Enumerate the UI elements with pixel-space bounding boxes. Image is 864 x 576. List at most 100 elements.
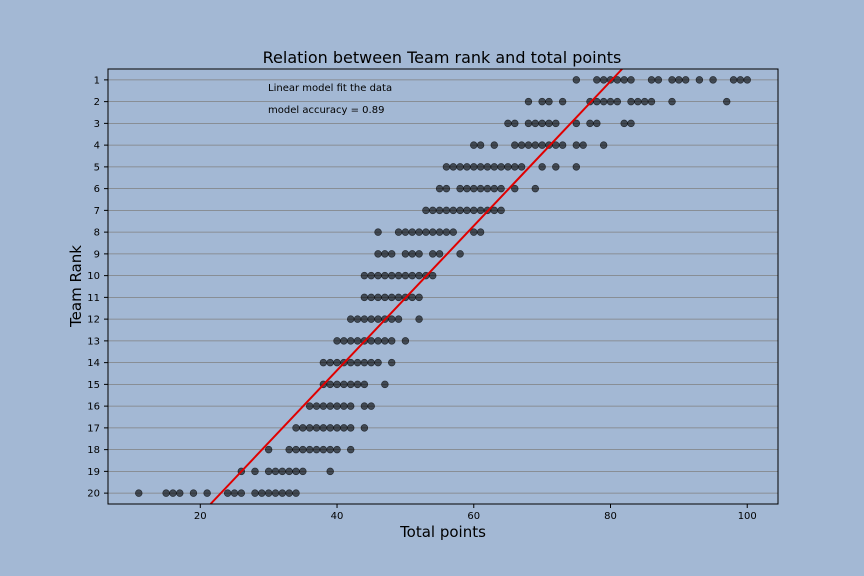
- data-point: [251, 467, 259, 476]
- data-point: [319, 424, 328, 432]
- data-point: [326, 402, 334, 410]
- data-point: [668, 76, 676, 84]
- data-point: [456, 250, 464, 258]
- data-point: [292, 489, 300, 497]
- data-point: [312, 402, 321, 410]
- data-point: [558, 141, 567, 149]
- data-point: [374, 271, 382, 280]
- data-point: [278, 467, 287, 476]
- fit-line-layer: [209, 68, 623, 505]
- data-point: [292, 424, 300, 432]
- data-point: [422, 228, 430, 236]
- data-point: [682, 76, 690, 84]
- data-points: [135, 76, 751, 497]
- data-point: [456, 184, 464, 193]
- data-point: [305, 402, 314, 410]
- data-point: [326, 358, 334, 367]
- y-axis-label: Team Rank: [67, 245, 85, 328]
- data-point: [264, 467, 273, 476]
- data-point: [572, 141, 581, 149]
- data-point: [531, 141, 539, 149]
- data-point: [449, 163, 457, 171]
- data-point: [340, 424, 348, 432]
- data-point: [367, 337, 375, 345]
- data-point: [579, 141, 587, 149]
- data-point: [640, 97, 649, 106]
- data-point: [347, 445, 355, 454]
- data-point: [367, 315, 375, 323]
- data-point: [388, 337, 396, 345]
- data-point: [552, 119, 560, 128]
- data-point: [415, 250, 423, 258]
- data-point: [743, 76, 751, 84]
- data-point: [353, 358, 362, 367]
- x-axis-ticks: 20 40 60 80 100: [194, 504, 757, 522]
- data-point: [442, 228, 451, 236]
- data-point: [647, 76, 656, 84]
- data-point: [374, 337, 382, 345]
- data-point: [435, 228, 444, 236]
- data-point: [490, 141, 498, 149]
- data-point: [394, 315, 403, 323]
- fit-line: [209, 68, 623, 505]
- data-point: [429, 228, 437, 236]
- grid-lines: [108, 79, 778, 494]
- x-tick-label: 20: [194, 511, 207, 522]
- data-point: [620, 119, 628, 128]
- data-point: [463, 184, 471, 193]
- data-point: [634, 97, 642, 106]
- y-tick-label: 18: [87, 445, 100, 456]
- data-point: [381, 293, 389, 302]
- data-point: [545, 119, 553, 128]
- data-point: [599, 97, 608, 106]
- data-point: [497, 163, 505, 171]
- x-tick-label: 60: [467, 511, 480, 522]
- y-tick-label: 9: [94, 249, 100, 260]
- data-point: [169, 489, 177, 497]
- data-point: [230, 489, 239, 497]
- y-tick-label: 17: [87, 423, 100, 434]
- data-point: [545, 97, 553, 106]
- data-point: [360, 293, 369, 302]
- data-point: [285, 445, 293, 454]
- data-point: [599, 76, 608, 84]
- data-point: [312, 424, 321, 432]
- data-point: [586, 119, 594, 128]
- data-point: [360, 271, 369, 280]
- data-point: [401, 337, 410, 345]
- data-point: [367, 271, 375, 280]
- data-point: [675, 76, 683, 84]
- data-point: [394, 293, 403, 302]
- data-point: [333, 337, 341, 345]
- y-tick-label: 12: [87, 315, 100, 326]
- data-point: [442, 163, 451, 171]
- y-tick-label: 13: [87, 336, 100, 347]
- data-point: [333, 424, 341, 432]
- data-point: [374, 228, 382, 236]
- data-point: [408, 228, 416, 236]
- data-point: [531, 184, 539, 193]
- data-point: [558, 97, 567, 106]
- annotation-accuracy: model accuracy = 0.89: [268, 105, 384, 116]
- data-point: [251, 489, 259, 497]
- data-point: [538, 163, 546, 171]
- data-point: [490, 163, 498, 171]
- data-point: [435, 206, 444, 215]
- plot-frame: [107, 68, 779, 505]
- data-point: [647, 97, 656, 106]
- data-point: [476, 163, 485, 171]
- data-point: [292, 445, 300, 454]
- data-point: [463, 206, 471, 215]
- data-point: [360, 380, 369, 389]
- data-point: [394, 228, 403, 236]
- data-point: [538, 97, 546, 106]
- data-point: [429, 206, 437, 215]
- x-tick-label: 80: [604, 511, 617, 522]
- data-point: [135, 489, 143, 497]
- data-point: [415, 271, 423, 280]
- data-point: [736, 76, 745, 84]
- data-point: [449, 228, 457, 236]
- data-point: [470, 141, 478, 149]
- data-point: [264, 489, 273, 497]
- data-point: [463, 163, 471, 171]
